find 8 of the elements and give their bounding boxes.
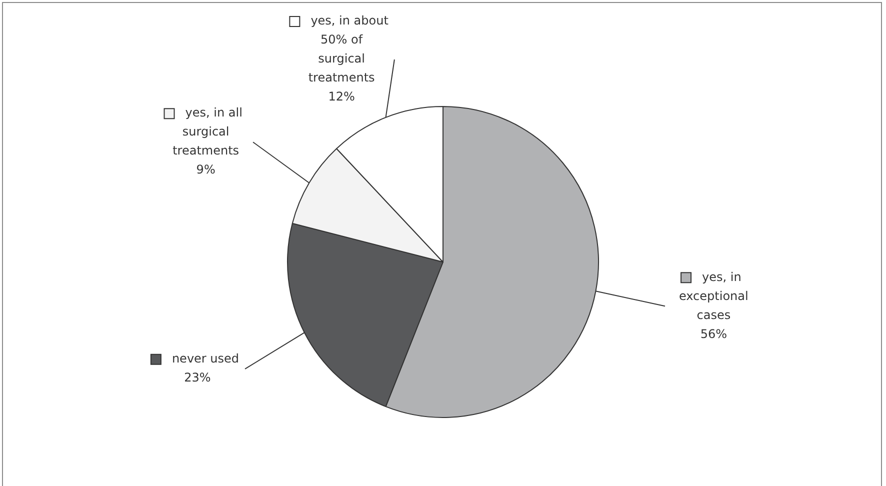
data-label: 23% [184,370,211,385]
legend-label: yes, in about 50% of surgical treatments [308,14,389,85]
data-label: 9% [196,162,216,177]
legend-label: never used [172,352,240,366]
data-label: 56% [700,326,728,341]
legend-label: yes, in exceptional cases [678,270,748,322]
legend-label: yes, in all surgical treatments [172,106,242,158]
data-label: 12% [328,90,355,104]
